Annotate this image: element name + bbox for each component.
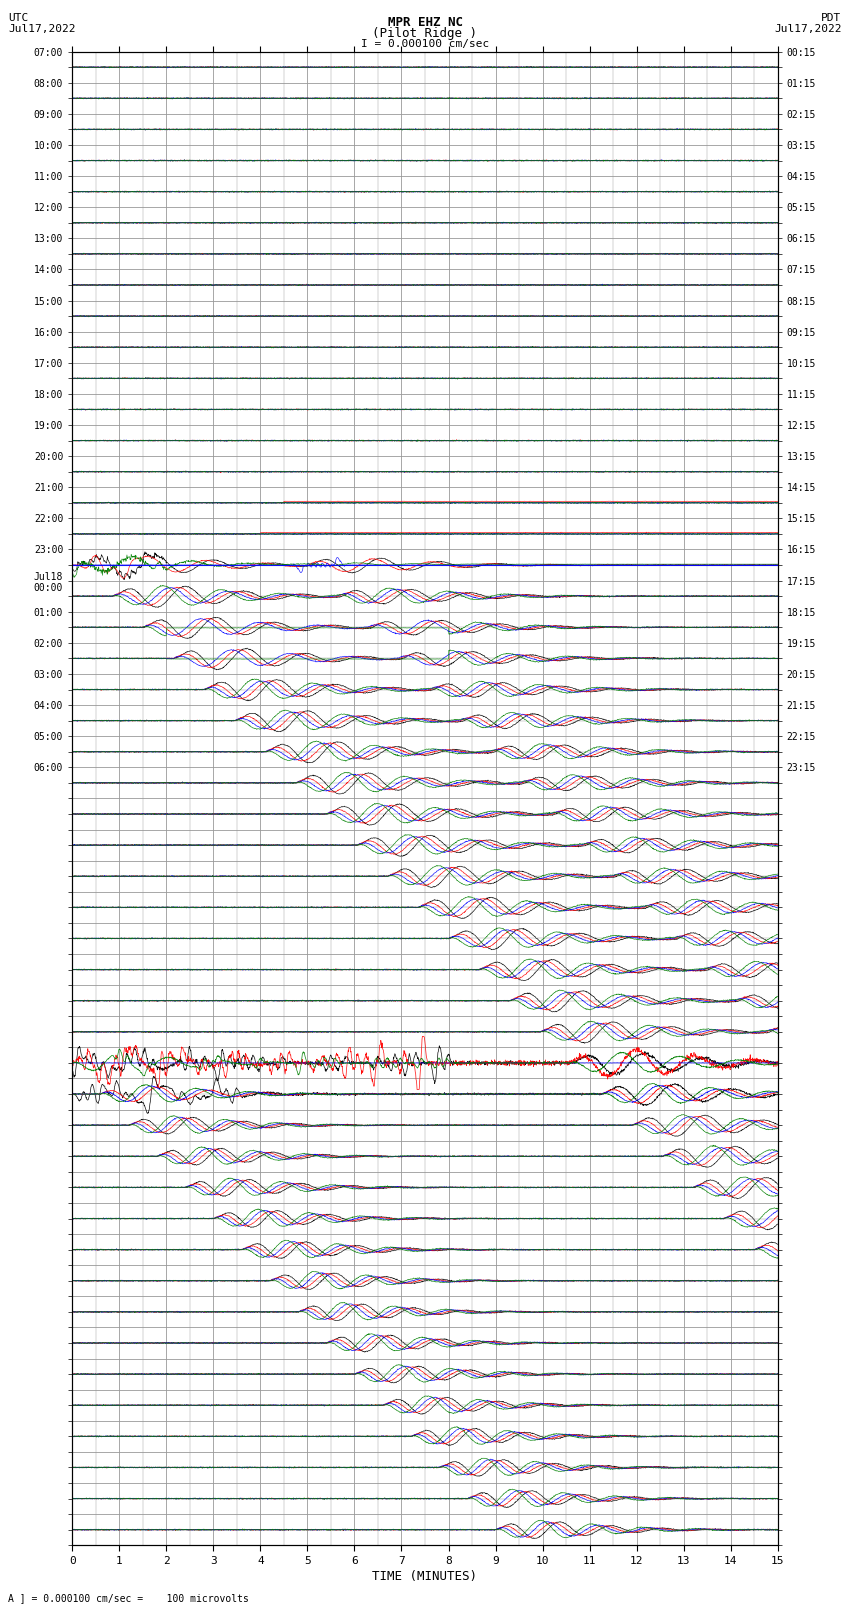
X-axis label: TIME (MINUTES): TIME (MINUTES): [372, 1569, 478, 1582]
Text: MPR EHZ NC: MPR EHZ NC: [388, 16, 462, 29]
Text: PDT: PDT: [821, 13, 842, 23]
Text: I = 0.000100 cm/sec: I = 0.000100 cm/sec: [361, 39, 489, 48]
Text: UTC: UTC: [8, 13, 29, 23]
Text: Jul17,2022: Jul17,2022: [8, 24, 76, 34]
Text: A ] = 0.000100 cm/sec =    100 microvolts: A ] = 0.000100 cm/sec = 100 microvolts: [8, 1594, 249, 1603]
Text: Jul17,2022: Jul17,2022: [774, 24, 842, 34]
Text: (Pilot Ridge ): (Pilot Ridge ): [372, 27, 478, 40]
